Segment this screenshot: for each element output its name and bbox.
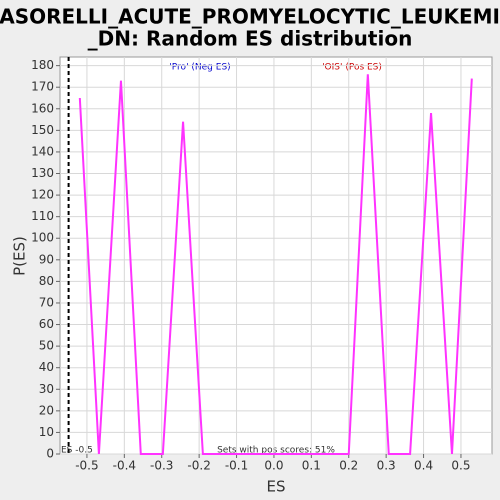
x-tick-label: 0.0	[264, 459, 283, 473]
x-tick-label: -0.2	[187, 459, 210, 473]
y-tick-label: 0	[46, 447, 54, 461]
y-tick-label: 150	[31, 123, 54, 137]
series-line	[78, 74, 473, 455]
pos-annotation: 'OIS' (Pos ES)	[322, 63, 382, 73]
y-tick-label: 120	[31, 188, 54, 202]
y-tick-label: 30	[39, 382, 54, 396]
x-tick-label: -0.3	[150, 459, 173, 473]
plot-area	[59, 56, 493, 455]
y-tick-label: 60	[39, 317, 54, 331]
x-tick-label: 0.3	[377, 459, 396, 473]
x-tick-label: 0.2	[339, 459, 358, 473]
x-tick-label: -0.1	[225, 459, 248, 473]
es-marker-label: ES -0.5	[61, 446, 93, 456]
y-tick-label: 180	[31, 58, 54, 72]
neg-annotation: 'Pro' (Neg ES)	[169, 63, 230, 73]
y-tick-label: 100	[31, 231, 54, 245]
y-tick-label: 70	[39, 295, 54, 309]
y-tick-label: 10	[39, 425, 54, 439]
y-tick-label: 40	[39, 360, 54, 374]
chart-title: CASORELLI_ACUTE_PROMYELOCYTIC_LEUKEMIA	[0, 5, 500, 29]
y-tick-label: 130	[31, 166, 54, 180]
y-tick-label: 110	[31, 209, 54, 223]
y-tick-label: 170	[31, 80, 54, 94]
chart-title: _DN: Random ES distribution	[88, 27, 413, 51]
y-tick-label: 90	[39, 252, 54, 266]
x-tick-label: 0.5	[451, 459, 470, 473]
y-tick-label: 140	[31, 144, 54, 158]
y-tick-label: 50	[39, 339, 54, 353]
x-axis-label: ES	[267, 478, 286, 496]
y-tick-label: 160	[31, 101, 54, 115]
x-tick-label: 0.1	[302, 459, 321, 473]
x-tick-label: 0.4	[414, 459, 433, 473]
footer-annotation: Sets with pos scores: 51%	[217, 446, 335, 456]
x-tick-label: -0.5	[75, 459, 98, 473]
y-tick-label: 80	[39, 274, 54, 288]
x-tick-label: -0.4	[113, 459, 136, 473]
y-axis-label: P(ES)	[11, 236, 29, 276]
y-tick-label: 20	[39, 403, 54, 417]
